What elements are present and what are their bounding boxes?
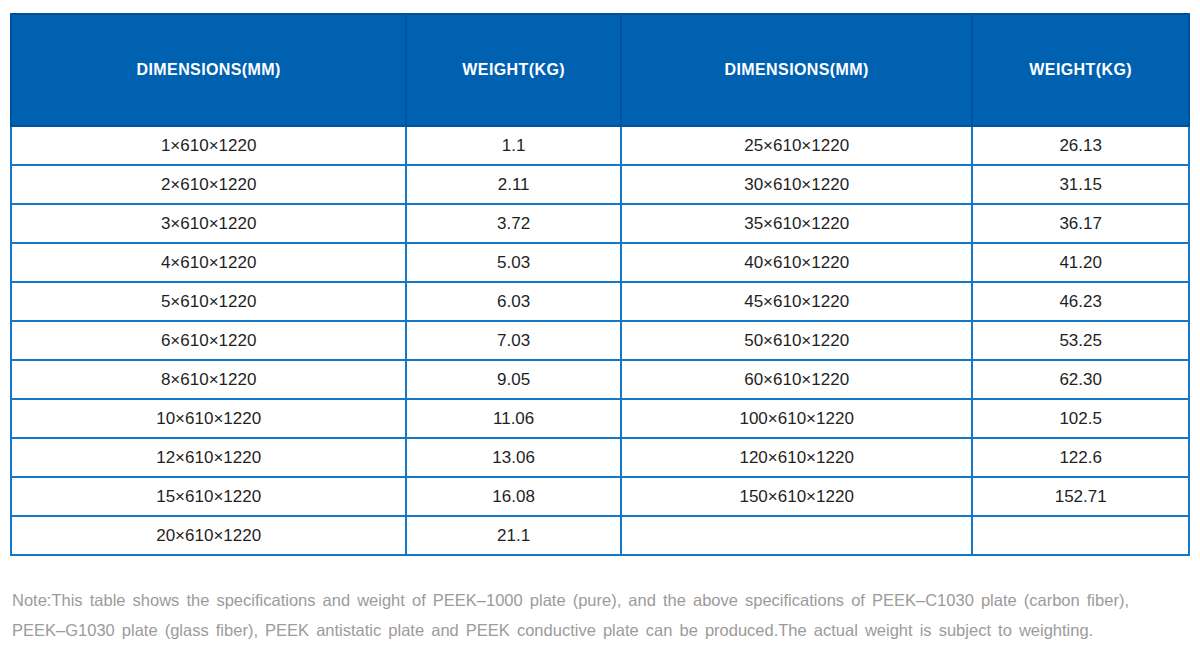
spec-weight-table: DIMENSIONS(MM) WEIGHT(KG) DIMENSIONS(MM)… <box>10 13 1190 556</box>
weight-cell: 13.06 <box>406 438 621 477</box>
table-header-row: DIMENSIONS(MM) WEIGHT(KG) DIMENSIONS(MM)… <box>11 14 1189 126</box>
footnote-line-2: PEEK–G1030 plate (glass fiber), PEEK ant… <box>12 615 1184 645</box>
column-header-dimensions-left: DIMENSIONS(MM) <box>11 14 406 126</box>
weight-cell: 46.23 <box>972 282 1189 321</box>
dimensions-cell: 3×610×1220 <box>11 204 406 243</box>
table-row: 20×610×1220 21.1 <box>11 516 1189 555</box>
dimensions-cell: 30×610×1220 <box>621 165 972 204</box>
table-row: 3×610×1220 3.72 35×610×1220 36.17 <box>11 204 1189 243</box>
table-row: 1×610×1220 1.1 25×610×1220 26.13 <box>11 126 1189 165</box>
column-header-weight-left: WEIGHT(KG) <box>406 14 621 126</box>
weight-cell: 5.03 <box>406 243 621 282</box>
dimensions-cell: 10×610×1220 <box>11 399 406 438</box>
dimensions-cell: 40×610×1220 <box>621 243 972 282</box>
weight-cell <box>972 516 1189 555</box>
column-header-weight-right: WEIGHT(KG) <box>972 14 1189 126</box>
weight-cell: 62.30 <box>972 360 1189 399</box>
dimensions-cell: 25×610×1220 <box>621 126 972 165</box>
dimensions-cell: 5×610×1220 <box>11 282 406 321</box>
footnote-line-1: Note:This table shows the specifications… <box>12 585 1184 615</box>
weight-cell: 36.17 <box>972 204 1189 243</box>
weight-cell: 41.20 <box>972 243 1189 282</box>
table-row: 10×610×1220 11.06 100×610×1220 102.5 <box>11 399 1189 438</box>
dimensions-cell: 1×610×1220 <box>11 126 406 165</box>
weight-cell: 53.25 <box>972 321 1189 360</box>
dimensions-cell <box>621 516 972 555</box>
weight-cell: 11.06 <box>406 399 621 438</box>
dimensions-cell: 15×610×1220 <box>11 477 406 516</box>
table-row: 5×610×1220 6.03 45×610×1220 46.23 <box>11 282 1189 321</box>
weight-cell: 102.5 <box>972 399 1189 438</box>
table-row: 8×610×1220 9.05 60×610×1220 62.30 <box>11 360 1189 399</box>
dimensions-cell: 50×610×1220 <box>621 321 972 360</box>
dimensions-cell: 6×610×1220 <box>11 321 406 360</box>
table-row: 6×610×1220 7.03 50×610×1220 53.25 <box>11 321 1189 360</box>
table-row: 12×610×1220 13.06 120×610×1220 122.6 <box>11 438 1189 477</box>
footnote: Note:This table shows the specifications… <box>12 585 1184 645</box>
dimensions-cell: 35×610×1220 <box>621 204 972 243</box>
weight-cell: 9.05 <box>406 360 621 399</box>
dimensions-cell: 45×610×1220 <box>621 282 972 321</box>
weight-cell: 21.1 <box>406 516 621 555</box>
weight-cell: 7.03 <box>406 321 621 360</box>
dimensions-cell: 20×610×1220 <box>11 516 406 555</box>
dimensions-cell: 120×610×1220 <box>621 438 972 477</box>
peek-plate-spec-page: DIMENSIONS(MM) WEIGHT(KG) DIMENSIONS(MM)… <box>0 0 1200 648</box>
dimensions-cell: 4×610×1220 <box>11 243 406 282</box>
weight-cell: 2.11 <box>406 165 621 204</box>
table-row: 4×610×1220 5.03 40×610×1220 41.20 <box>11 243 1189 282</box>
dimensions-cell: 100×610×1220 <box>621 399 972 438</box>
table-row: 15×610×1220 16.08 150×610×1220 152.71 <box>11 477 1189 516</box>
weight-cell: 26.13 <box>972 126 1189 165</box>
table-row: 2×610×1220 2.11 30×610×1220 31.15 <box>11 165 1189 204</box>
dimensions-cell: 12×610×1220 <box>11 438 406 477</box>
column-header-dimensions-right: DIMENSIONS(MM) <box>621 14 972 126</box>
weight-cell: 3.72 <box>406 204 621 243</box>
weight-cell: 122.6 <box>972 438 1189 477</box>
weight-cell: 6.03 <box>406 282 621 321</box>
dimensions-cell: 8×610×1220 <box>11 360 406 399</box>
dimensions-cell: 2×610×1220 <box>11 165 406 204</box>
weight-cell: 152.71 <box>972 477 1189 516</box>
dimensions-cell: 150×610×1220 <box>621 477 972 516</box>
weight-cell: 1.1 <box>406 126 621 165</box>
weight-cell: 31.15 <box>972 165 1189 204</box>
weight-cell: 16.08 <box>406 477 621 516</box>
dimensions-cell: 60×610×1220 <box>621 360 972 399</box>
